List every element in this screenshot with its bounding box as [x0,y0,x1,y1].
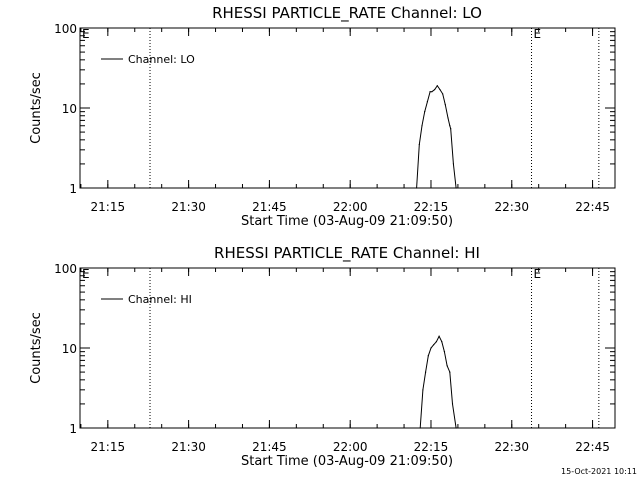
x-tick-label: 22:00 [333,440,368,454]
x-tick-label: 22:30 [494,200,529,214]
data-point [449,125,451,127]
x-tick-label: 21:30 [171,200,206,214]
legend-label: Channel: LO [128,53,195,66]
marker-label: E [82,27,90,41]
x-tick-label: 22:15 [414,440,449,454]
data-point [451,403,454,405]
y-tick-label: 10 [62,342,77,356]
plot-area: 21:15 21:30 21:45 22:00 22:15 22:30 22:45 1 10 10… [54,22,616,214]
x-tick-label: 21:15 [91,440,126,454]
x-tick-label: 22:45 [575,200,610,214]
marker-label: E [534,27,542,41]
data-point [426,101,428,103]
chart-panel-lo: RHESSI PARTICLE_RATE Channel: LO Start T… [29,4,616,229]
y-tick-label: 100 [54,22,77,36]
y-tick-label: 1 [69,422,77,436]
data-point [455,427,457,429]
y-tick-label: 10 [62,102,77,116]
plot-frame [79,267,616,429]
data-point [427,355,429,357]
timestamp-label: 15-Oct-2021 10:11 [561,467,637,476]
legend-label: Channel: HI [128,293,192,306]
data-point [455,187,457,189]
chart-title: RHESSI PARTICLE_RATE Channel: HI [214,244,480,263]
data-point [433,88,436,91]
data-point [429,91,431,93]
data-point [431,91,433,93]
data-point [438,335,440,337]
x-axis-label: Start Time (03-Aug-09 21:09:50) [241,214,453,229]
data-point [435,341,437,343]
x-tick-label: 22:15 [414,200,449,214]
data-point [441,341,443,343]
x-tick-label: 22:30 [494,440,529,454]
marker-label: E [82,267,90,281]
data-point [419,427,421,429]
data-point [436,85,438,87]
x-tick-label: 22:45 [575,440,610,454]
series-line [419,335,457,429]
data-point [444,104,446,106]
data-point [430,347,432,349]
data-point [442,93,444,95]
data-point [452,163,455,165]
plot-area: 21:15 21:30 21:45 22:00 22:15 22:30 22:45 1 10 10… [54,262,616,454]
x-tick-label: 21:30 [171,440,206,454]
data-point [439,88,441,91]
x-axis-label: Start Time (03-Aug-09 21:09:50) [241,454,453,469]
data-point [422,389,424,391]
data-point [443,351,446,353]
x-tick-label: 22:00 [333,200,368,214]
series-line [416,84,457,189]
data-point [447,117,449,119]
data-point [418,143,420,146]
x-tick-label: 21:45 [252,200,287,214]
data-point [433,344,435,346]
data-point [450,128,452,130]
data-point [416,187,418,189]
chart-title: RHESSI PARTICLE_RATE Channel: LO [212,4,482,23]
data-point [424,371,427,373]
data-point [446,365,448,367]
marker-label: E [534,267,542,281]
data-point [449,371,451,373]
chart-panel-hi: RHESSI PARTICLE_RATE Channel: HI Start T… [29,244,616,469]
y-axis-label: Counts/sec [29,72,44,144]
y-tick-label: 1 [69,182,77,196]
y-axis-label: Counts/sec [29,312,44,384]
plot-frame [79,27,616,189]
x-tick-label: 21:15 [91,200,126,214]
y-tick-label: 100 [54,262,77,276]
data-point [421,125,423,127]
data-point [424,111,426,113]
x-tick-label: 21:45 [252,440,287,454]
